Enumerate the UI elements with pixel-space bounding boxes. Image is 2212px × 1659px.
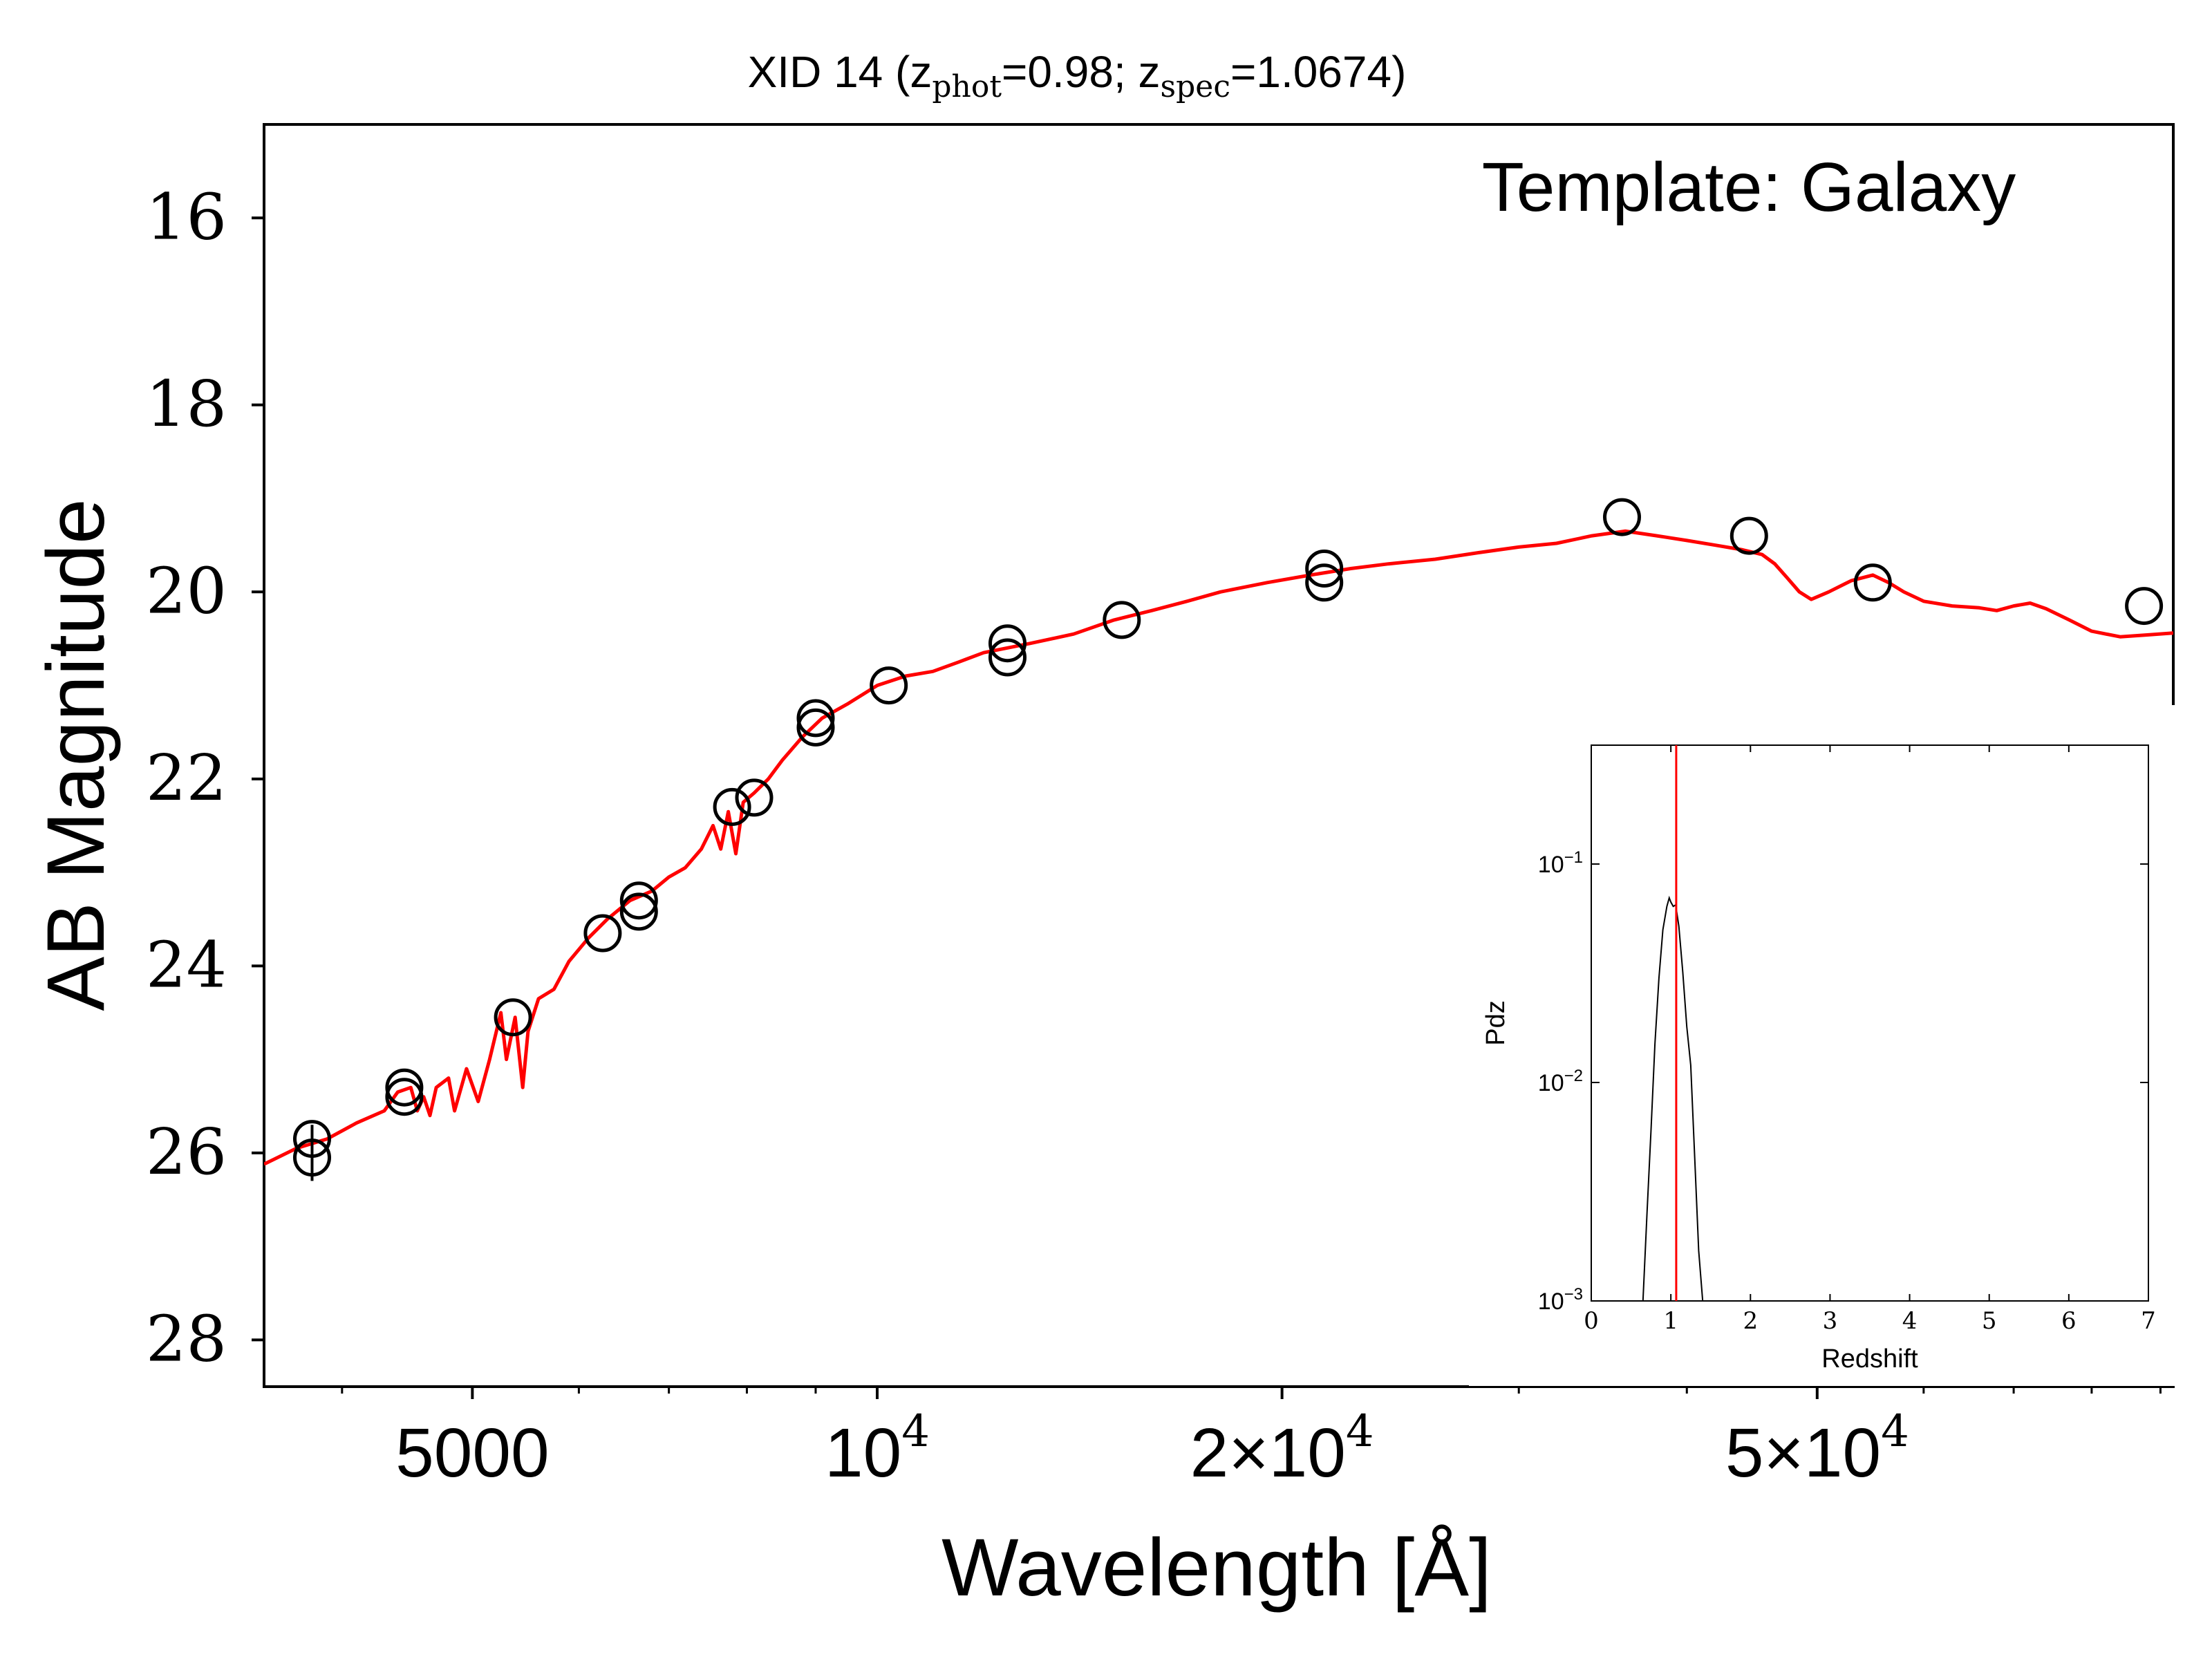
photometry-point bbox=[494, 998, 532, 1037]
x-tick-label: 104 bbox=[825, 1406, 930, 1492]
inset-plot-area bbox=[1642, 745, 1704, 1301]
inset-axis-ticks: 0 1 2 3 4 5 6 7 10−1 10−2 10−3 bbox=[1538, 745, 2156, 1335]
inset-y-axis-label: Pdz bbox=[1481, 1000, 1510, 1045]
y-tick-label: 18 bbox=[146, 367, 227, 441]
photometry-point bbox=[293, 1120, 331, 1159]
inset-y-tick-label: 10−1 bbox=[1538, 848, 1583, 878]
x-tick-label: 5×104 bbox=[1725, 1406, 1909, 1492]
inset-x-axis-label: Redshift bbox=[1821, 1344, 1918, 1374]
photometry-point bbox=[1305, 550, 1344, 588]
sed-model-line bbox=[264, 529, 2173, 1166]
inset-y-tick-label: 10−2 bbox=[1538, 1067, 1583, 1096]
photometry-point bbox=[1853, 563, 1892, 602]
photometry-point bbox=[619, 881, 658, 920]
photometry-point bbox=[1103, 601, 1141, 639]
photometry-point bbox=[796, 699, 835, 738]
y-tick-label: 16 bbox=[146, 180, 227, 254]
photometry-point bbox=[385, 1078, 424, 1116]
photometry-point bbox=[385, 1068, 424, 1107]
y-tick-label: 20 bbox=[146, 554, 227, 628]
inset-y-tick-label: 10−3 bbox=[1538, 1285, 1583, 1315]
title-prefix: XID 14 (z bbox=[748, 47, 932, 97]
photometry-point bbox=[796, 708, 835, 747]
photometry-point bbox=[870, 666, 908, 705]
y-tick-label: 26 bbox=[146, 1115, 227, 1189]
photometry-point bbox=[293, 1138, 331, 1177]
x-tick-label: 2×104 bbox=[1190, 1406, 1374, 1492]
photometry-point bbox=[988, 624, 1027, 663]
y-tick-label: 24 bbox=[146, 928, 227, 1002]
photometry-point bbox=[713, 787, 751, 826]
photometry-point bbox=[1305, 563, 1344, 602]
chart-title: XID 14 (zphot=0.98; zspec=1.0674) bbox=[748, 47, 1407, 104]
photometry-point bbox=[735, 778, 774, 817]
inset-x-tick-label: 0 bbox=[1584, 1307, 1599, 1335]
inset-plot-frame bbox=[1591, 744, 2149, 1302]
title-spec-value: =1.0674) bbox=[1230, 47, 1406, 97]
photometry-point bbox=[619, 892, 658, 931]
pdz-curve bbox=[1642, 895, 1704, 1301]
inset-x-tick-label: 3 bbox=[1823, 1307, 1838, 1335]
inset-x-tick-label: 1 bbox=[1663, 1307, 1678, 1335]
x-axis-label: Wavelength [Å] bbox=[941, 1522, 1492, 1613]
inset-x-tick-label: 7 bbox=[2141, 1307, 2156, 1335]
photometry-point bbox=[2125, 587, 2164, 626]
y-tick-label: 22 bbox=[146, 741, 227, 815]
photometry-point bbox=[1730, 516, 1768, 555]
y-axis-label: AB Magnitude bbox=[30, 498, 122, 1011]
title-spec-subscript: spec bbox=[1161, 69, 1230, 104]
template-annotation: Template: Galaxy bbox=[1482, 149, 2016, 226]
inset-background bbox=[1469, 705, 2175, 1386]
inset-x-tick-label: 2 bbox=[1743, 1307, 1758, 1335]
title-phot-value: =0.98; z bbox=[1002, 47, 1161, 97]
inset-x-tick-label: 6 bbox=[2061, 1307, 2077, 1335]
inset-x-tick-label: 5 bbox=[1982, 1307, 1997, 1335]
photometry-point bbox=[1603, 498, 1641, 536]
title-phot-subscript: phot bbox=[932, 69, 1002, 104]
x-tick-label: 5000 bbox=[395, 1414, 549, 1492]
main-plot-area bbox=[264, 498, 2173, 1181]
y-tick-label: 28 bbox=[146, 1302, 227, 1376]
photometry-point bbox=[988, 638, 1027, 677]
inset-x-tick-label: 4 bbox=[1902, 1307, 1918, 1335]
photometry-point bbox=[583, 914, 622, 953]
